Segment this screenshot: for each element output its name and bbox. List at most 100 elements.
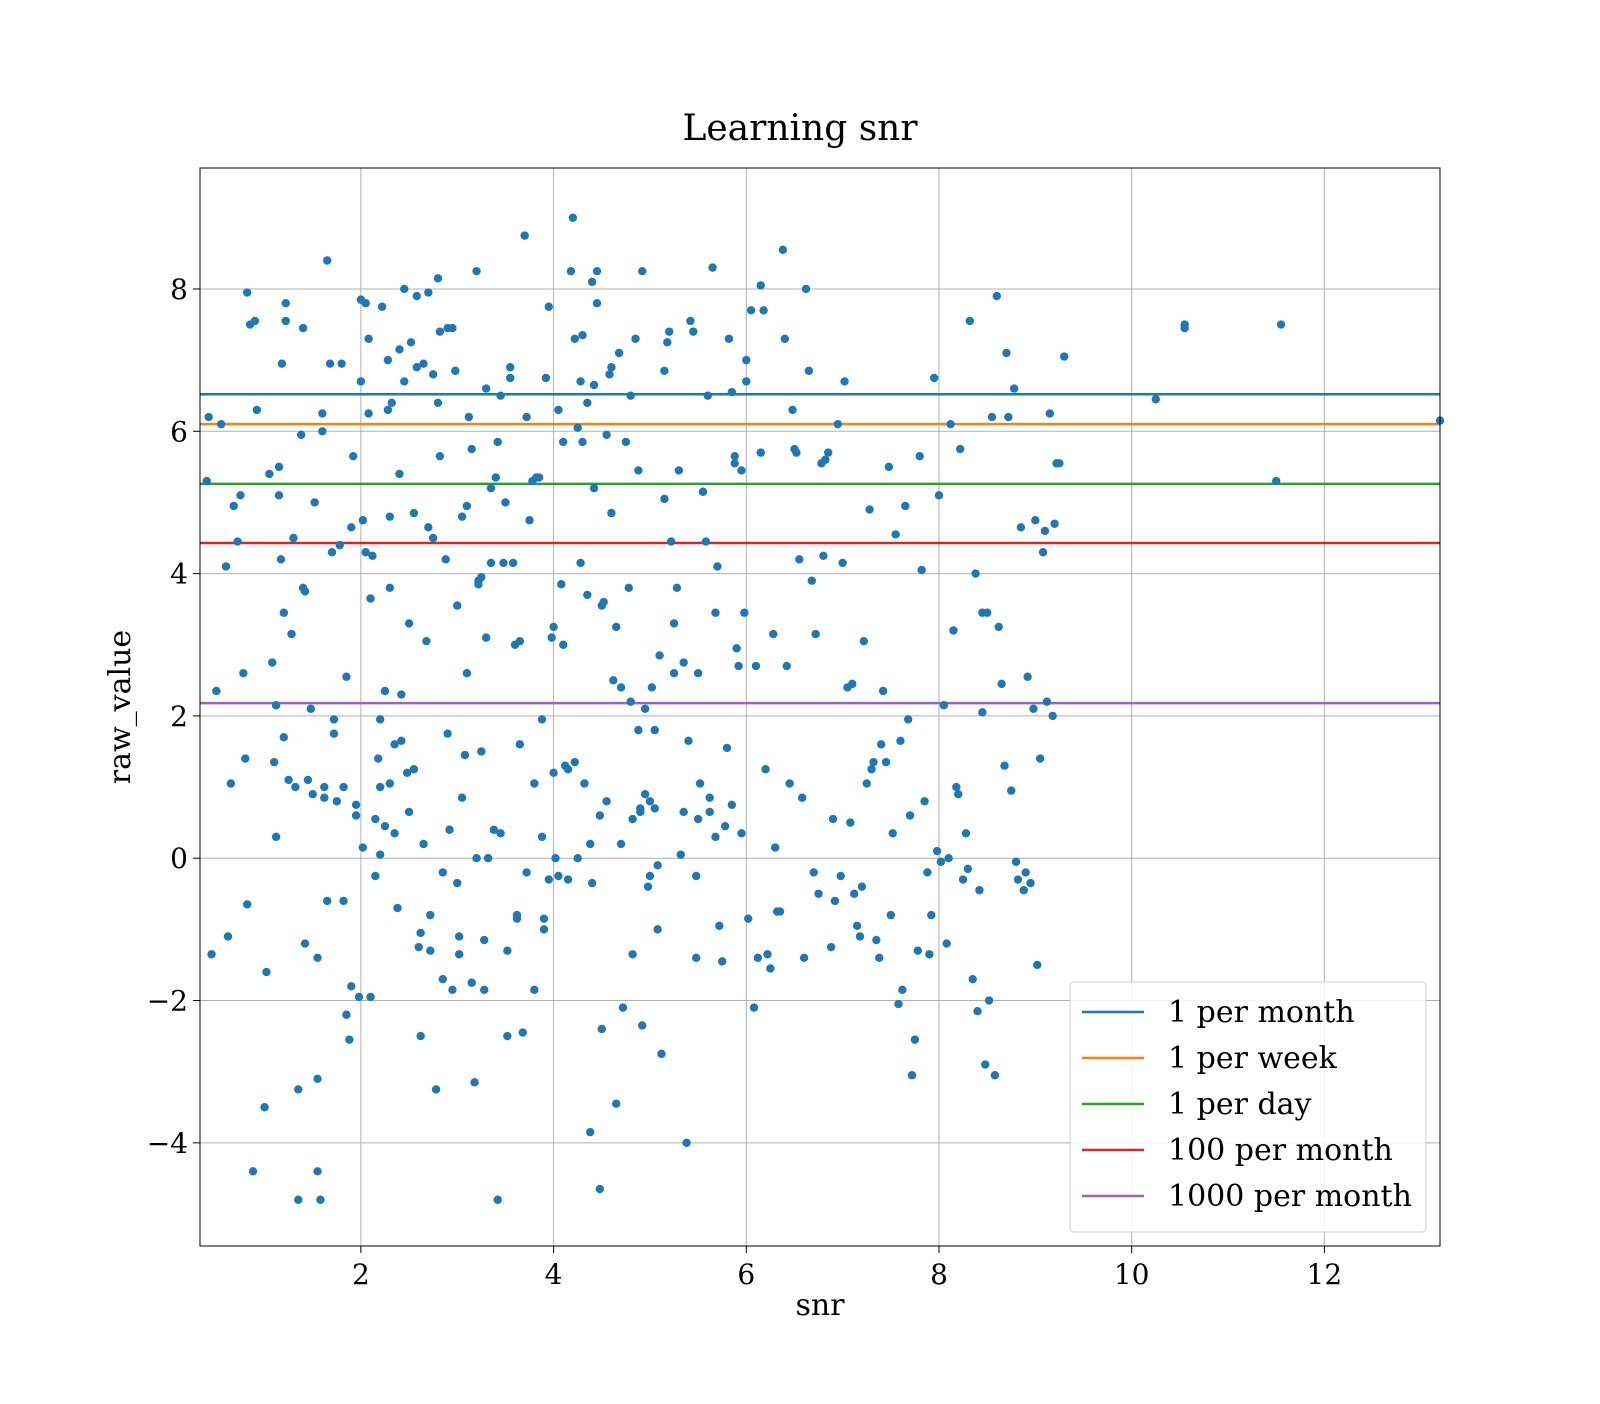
scatter-point — [416, 1031, 425, 1041]
scatter-point — [732, 644, 741, 653]
scatter-point — [424, 523, 433, 532]
scatter-point — [202, 476, 211, 486]
scatter-point — [229, 501, 238, 511]
scatter-point — [395, 469, 404, 479]
scatter-point — [756, 281, 765, 290]
scatter-point — [715, 921, 724, 931]
scatter-point — [838, 558, 847, 568]
scatter-point — [961, 829, 971, 838]
scatter-point — [212, 686, 221, 696]
scatter-point — [1029, 704, 1038, 713]
scatter-point — [751, 661, 761, 671]
scatter-point — [634, 466, 643, 475]
scatter-point — [252, 405, 262, 415]
scatter-point — [570, 334, 579, 343]
scatter-point — [727, 800, 737, 810]
x-tick-label: 2 — [352, 1258, 370, 1291]
scatter-point — [811, 629, 820, 639]
scatter-point — [467, 444, 476, 454]
scatter-point — [368, 551, 377, 560]
scatter-point — [409, 508, 419, 518]
scatter-point — [486, 483, 496, 493]
scatter-point — [316, 1195, 325, 1204]
scatter-point — [679, 658, 688, 667]
scatter-point — [547, 633, 556, 642]
scatter-point — [602, 797, 611, 806]
scatter-point — [477, 572, 486, 582]
scatter-point — [354, 992, 364, 1002]
scatter-point — [348, 451, 358, 461]
scatter-point — [693, 669, 703, 678]
scatter-point — [705, 807, 714, 817]
scatter-point — [424, 288, 433, 297]
scatter-point — [795, 555, 804, 564]
scatter-point — [848, 679, 857, 689]
scatter-point — [1055, 459, 1064, 468]
scatter-point — [329, 715, 339, 724]
scatter-point — [1038, 548, 1048, 557]
scatter-point — [862, 779, 871, 788]
scatter-point — [665, 327, 674, 336]
scatter-point — [445, 825, 454, 834]
scatter-point — [426, 946, 435, 955]
scatter-point — [934, 491, 944, 500]
scatter-point — [647, 683, 657, 692]
scatter-point — [759, 306, 768, 315]
scatter-point — [660, 366, 669, 375]
scatter-point — [289, 533, 298, 543]
scatter-point — [799, 953, 809, 963]
scatter-point — [441, 555, 450, 564]
scatter-point — [342, 672, 351, 681]
scatter-point — [522, 412, 531, 422]
scatter-point — [236, 491, 245, 500]
scatter-point — [320, 782, 329, 792]
scatter-point — [927, 910, 936, 920]
scatter-point — [684, 736, 693, 745]
scatter-point — [595, 811, 605, 820]
scatter-point — [453, 878, 462, 888]
scatter-point — [351, 800, 361, 810]
scatter-point — [457, 793, 467, 802]
scatter-point — [749, 1003, 759, 1012]
scatter-point — [987, 412, 997, 422]
scatter-point — [481, 384, 491, 393]
scatter-point — [481, 633, 491, 642]
scatter-point — [390, 740, 399, 749]
plot-frame — [199, 167, 1441, 1247]
scatter-point — [426, 910, 435, 920]
scatter-point — [898, 985, 907, 995]
scatter-point — [1026, 878, 1035, 888]
scatter-point — [807, 576, 817, 585]
scatter-point — [826, 942, 836, 952]
scatter-point — [1060, 352, 1069, 361]
scatter-point — [303, 775, 313, 785]
scatter-point — [896, 736, 905, 745]
scatter-point — [448, 323, 457, 333]
scatter-point — [554, 871, 563, 881]
scatter-point — [788, 405, 797, 415]
scatter-point — [243, 900, 252, 909]
scatter-point — [830, 896, 840, 906]
scatter-point — [233, 537, 242, 546]
y-tick-label: 0 — [170, 842, 188, 875]
scatter-point — [271, 701, 281, 710]
scatter-point — [638, 1021, 647, 1030]
scatter-point — [433, 274, 443, 283]
scatter-point — [888, 829, 897, 838]
scatter-point — [932, 846, 942, 856]
scatter-point — [602, 430, 611, 440]
scatter-point — [973, 1006, 982, 1016]
scatter-point — [298, 323, 308, 333]
scatter-point — [472, 266, 481, 276]
scatter-point — [1045, 409, 1054, 418]
scatter-point — [294, 1085, 303, 1094]
scatter-point — [568, 213, 578, 223]
scatter-point — [318, 409, 327, 418]
scatter-point — [628, 814, 637, 824]
scatter-point — [262, 967, 271, 977]
scatter-point — [274, 491, 284, 500]
scatter-point — [583, 590, 592, 600]
scatter-point — [518, 1028, 527, 1037]
scatter-point — [265, 469, 274, 479]
